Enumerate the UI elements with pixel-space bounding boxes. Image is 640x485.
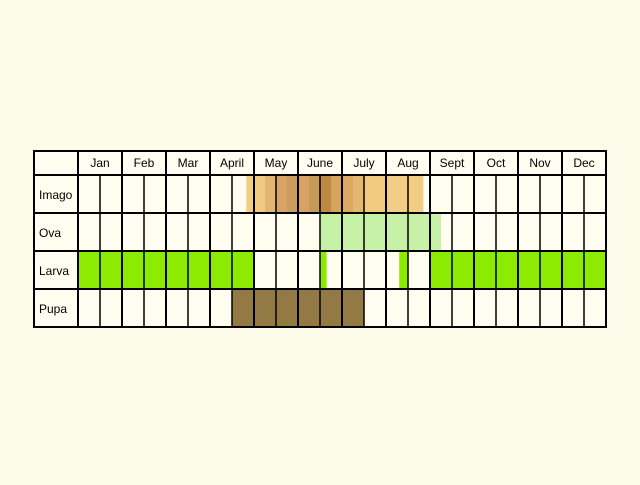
segment-imago-8 [331, 175, 342, 213]
segment-imago-3 [276, 175, 287, 213]
month-label-jan: Jan [90, 156, 109, 170]
month-label-july: July [353, 156, 374, 170]
month-label-feb: Feb [134, 156, 155, 170]
month-label-dec: Dec [573, 156, 594, 170]
row-label-larva: Larva [39, 264, 69, 278]
segment-imago-2 [265, 175, 276, 213]
segment-imago-6 [309, 175, 320, 213]
segment-imago-12 [386, 175, 408, 213]
month-label-june: June [307, 156, 333, 170]
segment-imago-1 [254, 175, 265, 213]
segment-larva-1 [320, 251, 327, 289]
month-label-aug: Aug [397, 156, 418, 170]
month-label-nov: Nov [529, 156, 550, 170]
row-label-imago: Imago [39, 188, 73, 202]
segment-imago-13 [408, 175, 424, 213]
month-label-sept: Sept [440, 156, 465, 170]
month-label-oct: Oct [487, 156, 506, 170]
row-label-pupa: Pupa [39, 302, 67, 316]
segment-imago-9 [342, 175, 353, 213]
segment-imago-5 [298, 175, 309, 213]
month-label-may: May [265, 156, 288, 170]
segment-imago-7 [320, 175, 331, 213]
month-label-mar: Mar [178, 156, 199, 170]
segment-imago-11 [364, 175, 386, 213]
month-label-april: April [220, 156, 244, 170]
segment-ova-0 [320, 213, 441, 251]
row-label-ova: Ova [39, 226, 61, 240]
segment-imago-0 [246, 175, 254, 213]
segment-larva-2 [399, 251, 408, 289]
segment-imago-4 [287, 175, 298, 213]
segment-imago-10 [353, 175, 364, 213]
